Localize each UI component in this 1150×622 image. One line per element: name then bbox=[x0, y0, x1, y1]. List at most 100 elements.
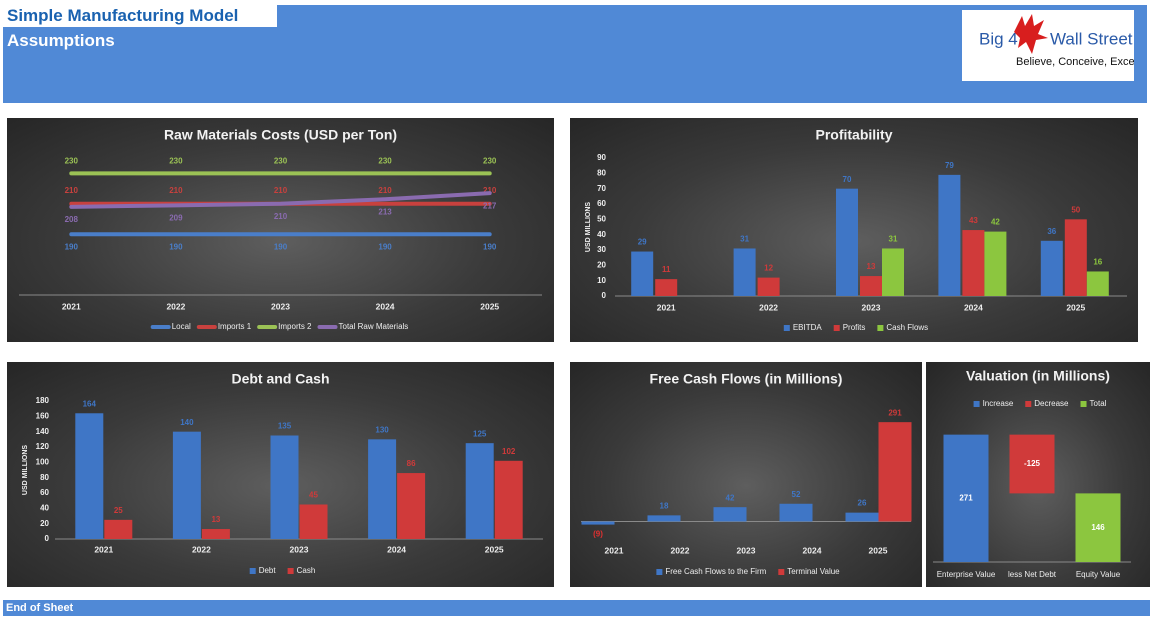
data-label: 140 bbox=[180, 418, 194, 427]
x-tick-label: 2022 bbox=[192, 544, 211, 554]
legend-label: Increase bbox=[983, 399, 1014, 408]
chart-panel: Free Cash Flows (in Millions) 2021 2022 202… bbox=[570, 362, 922, 587]
data-label: 13 bbox=[211, 515, 220, 524]
legend-item: Total bbox=[1080, 399, 1107, 408]
bar bbox=[647, 515, 681, 522]
chart-panel: Profitability USD MILLIONS 0 10 20 30 40 50 60 70… bbox=[570, 118, 1138, 342]
data-label: 146 bbox=[1091, 523, 1105, 532]
legend: EBITDA Profits Cash Flows bbox=[783, 323, 928, 332]
legend-item: Debt bbox=[249, 566, 276, 575]
legend: Free Cash Flows to the Firm Terminal Valu… bbox=[656, 567, 840, 576]
y-tick-label: 50 bbox=[597, 214, 606, 223]
data-label: 230 bbox=[274, 157, 288, 166]
bar bbox=[104, 519, 133, 539]
y-tick-label: 20 bbox=[597, 260, 606, 269]
legend-label: Profits bbox=[843, 323, 866, 332]
data-label: 18 bbox=[660, 501, 669, 510]
y-axis-label: USD MILLIONS bbox=[22, 445, 29, 495]
legend: Local Imports 1 Imports 2 Total Raw Materia… bbox=[150, 322, 408, 331]
bar bbox=[1040, 240, 1063, 296]
logo-tagline: Believe, Conceive, Excel bbox=[1016, 56, 1134, 68]
data-label: 25 bbox=[114, 506, 123, 515]
bar bbox=[270, 435, 299, 539]
legend-swatch bbox=[1025, 401, 1032, 407]
data-label: 50 bbox=[1071, 205, 1080, 214]
y-tick-label: 60 bbox=[597, 199, 606, 208]
x-tick-label: 2023 bbox=[271, 301, 290, 311]
legend: Debt Cash bbox=[249, 566, 316, 575]
bar bbox=[1009, 434, 1055, 494]
data-label: 86 bbox=[407, 459, 416, 468]
bar bbox=[733, 248, 756, 296]
logo: Big 4 Wall Street Believe, Conceive, Exc… bbox=[962, 10, 1134, 81]
legend-item: Increase bbox=[973, 399, 1014, 408]
sheet-title: Simple Manufacturing Model bbox=[3, 5, 277, 27]
legend-label: Cash bbox=[297, 566, 316, 575]
data-label: 12 bbox=[764, 264, 773, 273]
bar bbox=[397, 473, 426, 539]
bar bbox=[631, 251, 654, 296]
y-tick-label: 100 bbox=[36, 457, 50, 466]
y-tick-label: 80 bbox=[40, 473, 49, 482]
data-label: 164 bbox=[83, 399, 97, 408]
chart-panel: Valuation (in Millions) Enterprise Value l… bbox=[926, 362, 1150, 587]
legend-label: EBITDA bbox=[793, 323, 823, 332]
data-label: 190 bbox=[378, 242, 392, 251]
data-label: 210 bbox=[274, 212, 288, 221]
chart-title: Raw Materials Costs (USD per Ton) bbox=[164, 127, 397, 143]
bar bbox=[836, 188, 858, 296]
header: Simple Manufacturing Model Assumptions B… bbox=[3, 5, 1147, 103]
data-label: 52 bbox=[792, 490, 801, 499]
data-label: 190 bbox=[169, 242, 183, 251]
x-tick-label: 2024 bbox=[387, 544, 406, 554]
data-label: 209 bbox=[169, 213, 183, 222]
data-label: 36 bbox=[1047, 227, 1056, 236]
data-label: 190 bbox=[65, 242, 79, 251]
bar bbox=[713, 507, 747, 522]
bar bbox=[201, 529, 230, 539]
y-tick-label: 120 bbox=[36, 442, 50, 451]
data-label: 135 bbox=[278, 422, 292, 431]
data-label: 217 bbox=[483, 201, 497, 210]
x-tick-label: 2021 bbox=[94, 544, 113, 554]
legend-item: Local bbox=[150, 322, 191, 331]
legend-swatch bbox=[877, 325, 884, 331]
data-label: 79 bbox=[945, 161, 954, 170]
data-label: 31 bbox=[740, 235, 749, 244]
y-tick-label: 40 bbox=[40, 503, 49, 512]
legend-swatch bbox=[778, 569, 785, 575]
x-tick-label: 2022 bbox=[671, 545, 690, 555]
bar bbox=[368, 439, 397, 539]
legend-swatch bbox=[656, 569, 663, 575]
y-tick-label: 140 bbox=[36, 427, 50, 436]
data-label: 42 bbox=[991, 218, 1000, 227]
data-label: 125 bbox=[473, 429, 487, 438]
chart-title: Valuation (in Millions) bbox=[966, 368, 1110, 384]
y-tick-label: 30 bbox=[597, 245, 606, 254]
legend-item: Profits bbox=[833, 323, 866, 332]
legend-swatch bbox=[973, 401, 980, 407]
x-tick-label: 2024 bbox=[803, 545, 822, 555]
data-label: 43 bbox=[969, 216, 978, 225]
y-tick-label: 90 bbox=[597, 153, 606, 162]
data-label: 291 bbox=[888, 408, 902, 417]
x-tick-label: 2024 bbox=[376, 301, 395, 311]
footer: End of Sheet bbox=[3, 600, 1150, 616]
y-tick-label: 40 bbox=[597, 230, 606, 239]
bar bbox=[75, 413, 104, 539]
data-label: 190 bbox=[274, 242, 288, 251]
bar bbox=[779, 503, 813, 522]
y-tick-label: 0 bbox=[45, 534, 50, 543]
data-label: 190 bbox=[483, 242, 497, 251]
x-tick-label: 2024 bbox=[964, 302, 983, 312]
legend-swatch bbox=[287, 568, 294, 574]
y-tick-label: 160 bbox=[36, 411, 50, 420]
data-label: 13 bbox=[867, 262, 876, 271]
x-tick-label: 2021 bbox=[605, 545, 624, 555]
bar bbox=[943, 434, 989, 562]
chart-panel: Raw Materials Costs (USD per Ton) 2021 202… bbox=[7, 118, 554, 342]
data-label: 210 bbox=[378, 186, 392, 195]
legend-label: Local bbox=[172, 322, 191, 331]
data-label: 210 bbox=[274, 186, 288, 195]
